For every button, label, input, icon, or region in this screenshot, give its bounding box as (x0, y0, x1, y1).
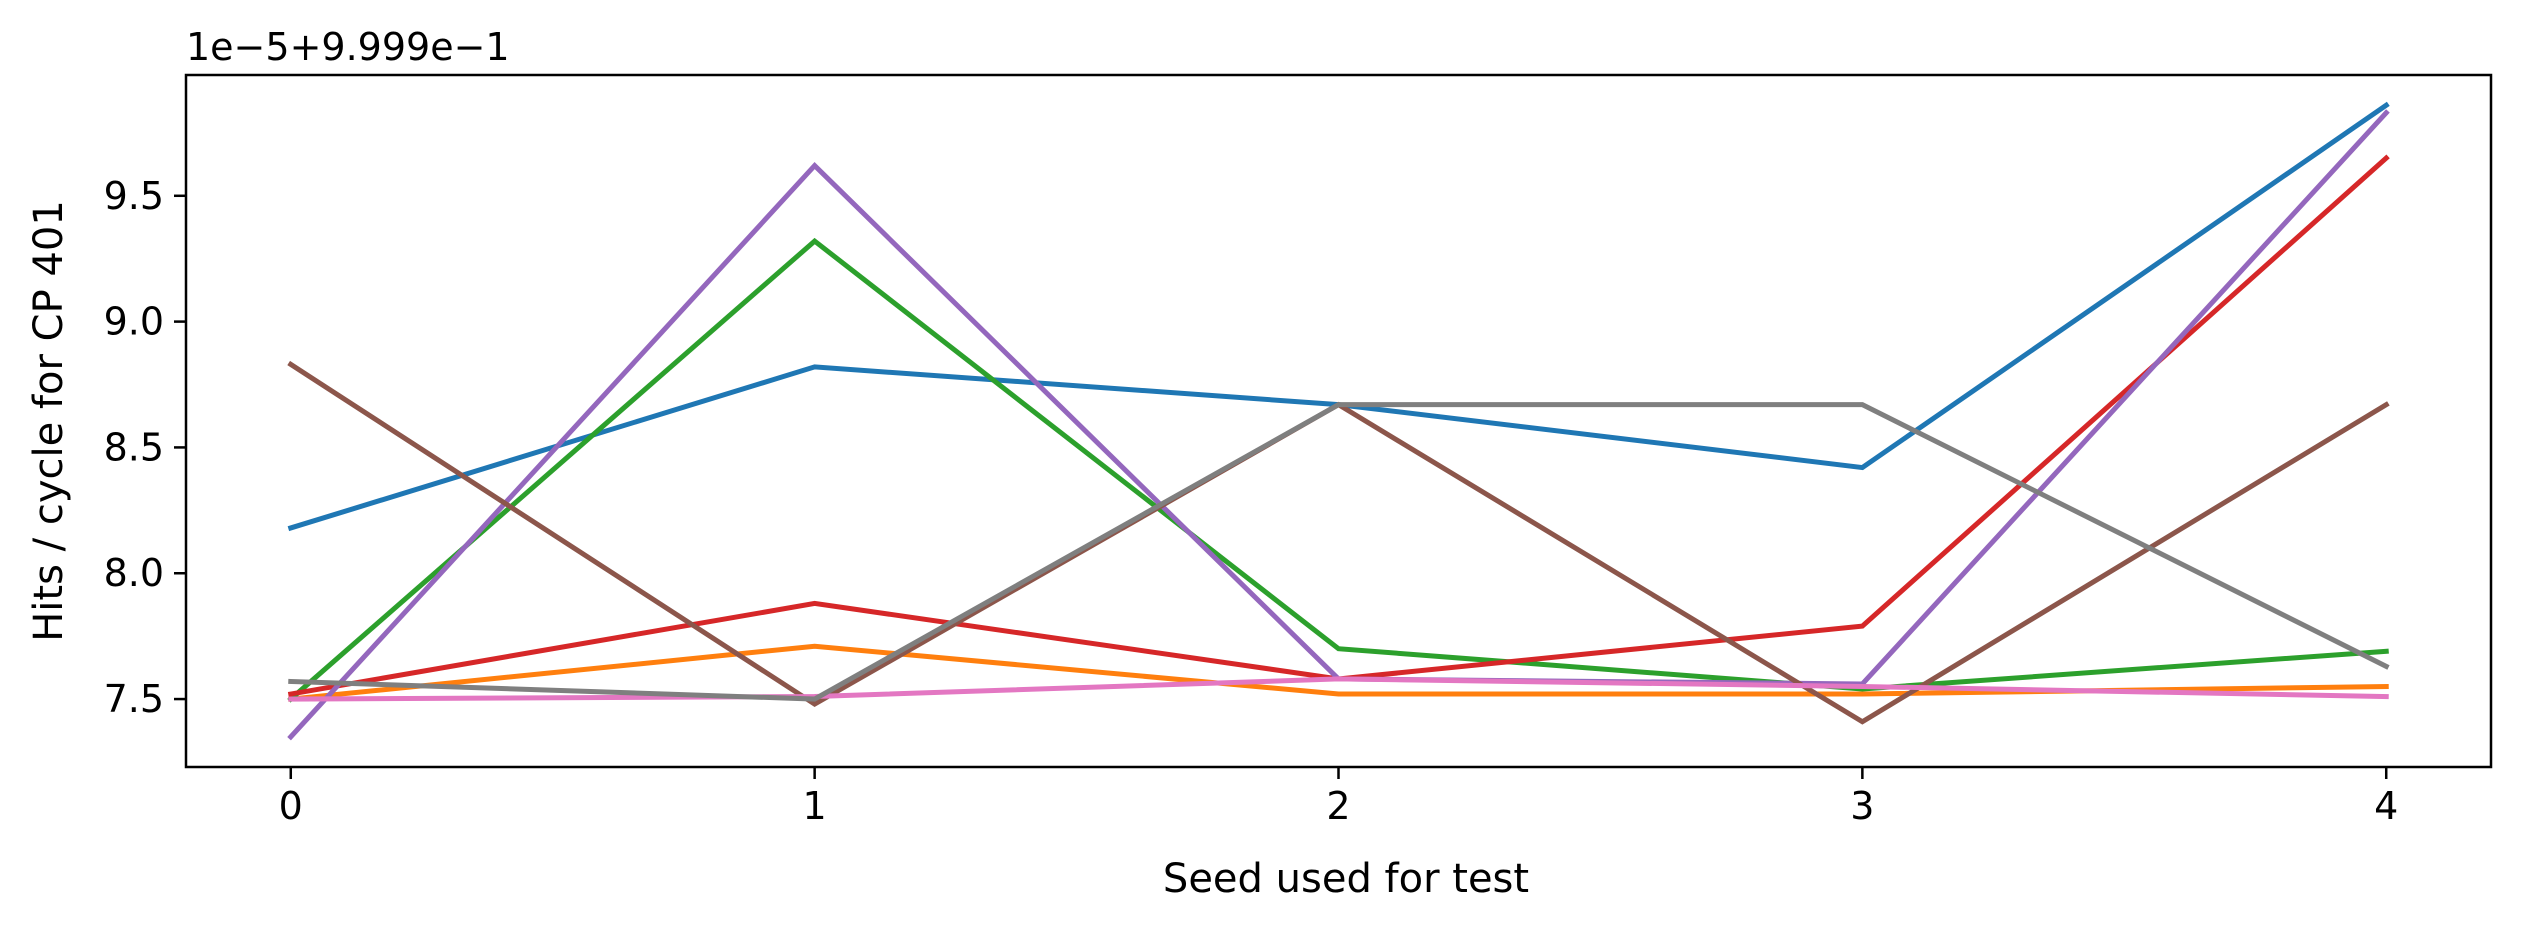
series-line-8 (288, 402, 2390, 702)
x-tick-label: 2 (1326, 784, 1350, 828)
y-tick-label: 7.5 (104, 677, 164, 721)
y-tick-label: 9.5 (104, 174, 164, 218)
series-line-7 (288, 676, 2389, 702)
y-tick-label: 8.5 (104, 425, 164, 469)
x-axis: 0 1 2 3 4 (279, 767, 2398, 828)
x-tick-label: 0 (279, 784, 303, 828)
series-layer (287, 101, 2390, 741)
x-tick-label: 1 (803, 784, 827, 828)
y-axis-label: Hits / cycle for CP 401 (26, 200, 72, 642)
y-offset-label: 1e−5+9.999e−1 (186, 25, 510, 69)
x-axis-label: Seed used for test (1163, 856, 1529, 902)
x-tick-label: 4 (2374, 784, 2398, 828)
y-axis: 7.5 8.0 8.5 9.0 9.5 (104, 174, 186, 721)
x-tick-label: 3 (1850, 784, 1874, 828)
y-tick-label: 9.0 (104, 300, 164, 344)
series-line-3 (287, 237, 2389, 703)
y-tick-label: 8.0 (104, 551, 164, 595)
